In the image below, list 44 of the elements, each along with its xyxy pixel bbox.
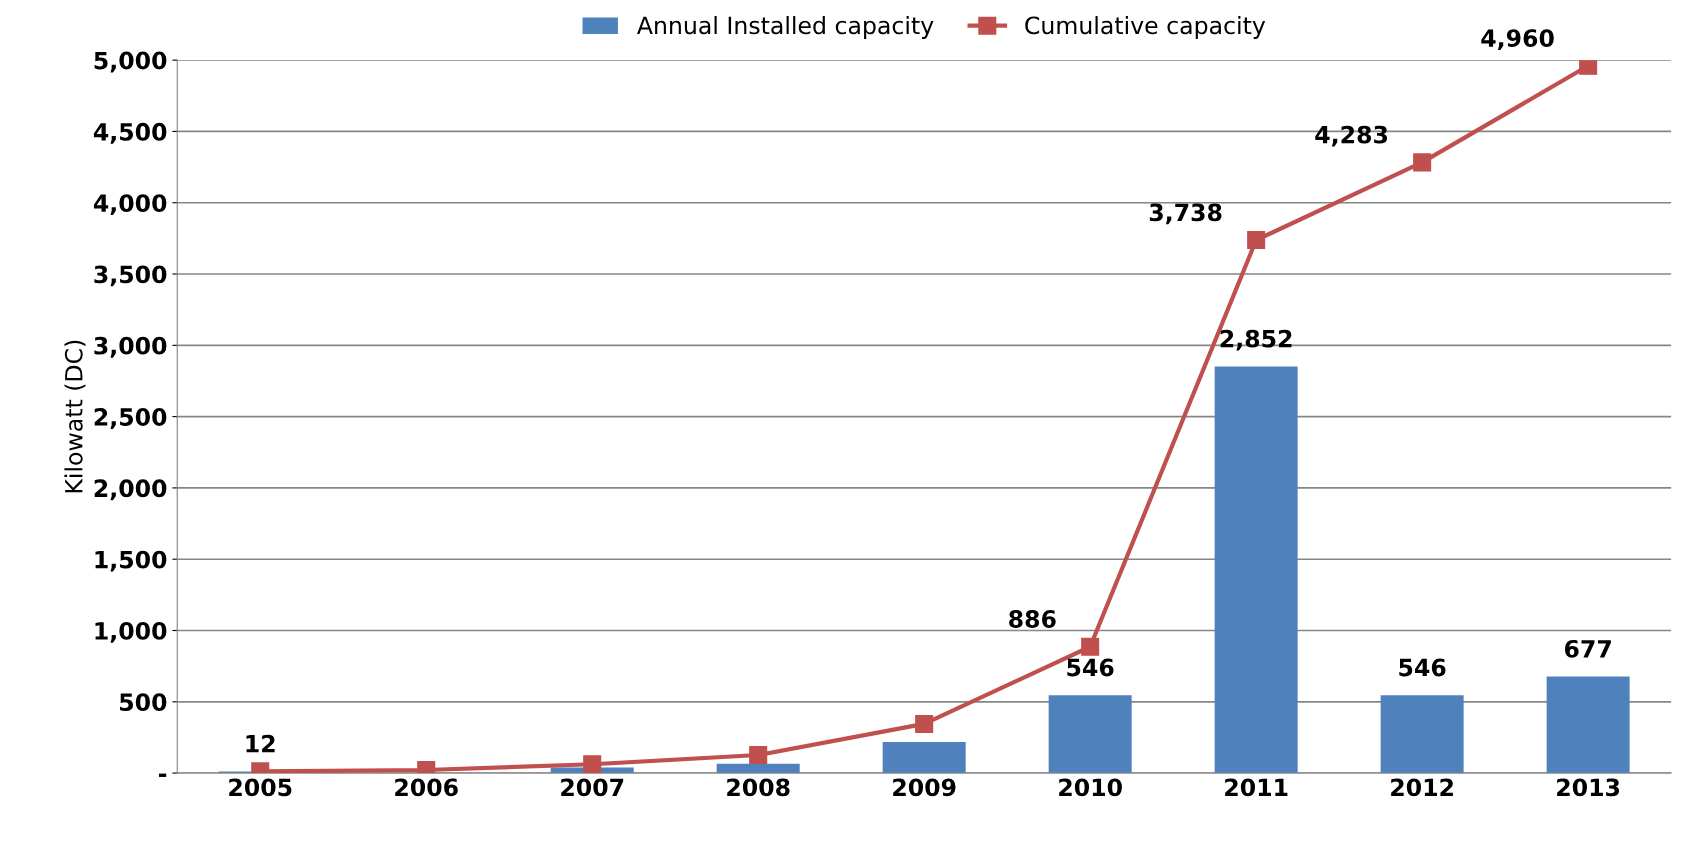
- x-tick-label: 2006: [395, 778, 458, 797]
- point: [915, 714, 934, 733]
- data-label: 546: [1067, 658, 1114, 677]
- y-axis-title: Kilowatt (DC): [64, 340, 86, 493]
- data-label: 4,960: [1481, 29, 1554, 51]
- point: [1579, 60, 1598, 75]
- y-tick-label: 4,500: [93, 122, 167, 144]
- point: [583, 755, 602, 774]
- x-tick-label: 2011: [1225, 778, 1288, 797]
- data-label: 4,283: [1315, 125, 1388, 147]
- y-tick-label: 3,500: [94, 265, 167, 287]
- data-label: 12: [246, 734, 275, 753]
- data-label: 2,852: [1220, 329, 1292, 351]
- x-tick-label: 2005: [229, 778, 292, 797]
- y-tick-label: 2,500: [94, 408, 167, 429]
- y-tick-label: 4,000: [93, 194, 167, 216]
- x-tick-label: 2008: [727, 778, 790, 797]
- point: [1247, 231, 1266, 250]
- legend-label: Annual Installed capacity: [637, 16, 934, 39]
- y-tick-label: 500: [120, 693, 167, 712]
- bar: [882, 742, 966, 774]
- data-label: 886: [1009, 610, 1056, 628]
- data-label: 546: [1399, 658, 1446, 677]
- y-tick-label: 3,000: [94, 336, 167, 358]
- x-tick-label: 2007: [561, 778, 624, 797]
- bar: [1048, 695, 1132, 774]
- bar: [1214, 366, 1298, 774]
- y-tick-label: 1,500: [95, 550, 167, 572]
- x-tick-label: 2009: [893, 778, 956, 797]
- point: [1081, 637, 1100, 656]
- y-tick-label: 1,000: [95, 621, 167, 643]
- legend-label: Cumulative capacity: [1025, 16, 1266, 39]
- y-tick-label: -: [159, 773, 167, 777]
- point: [749, 745, 768, 765]
- y-tick-label: 5,000: [94, 51, 167, 73]
- bar: [1380, 695, 1464, 774]
- bar: [1546, 676, 1630, 774]
- point: [1413, 153, 1432, 172]
- data-label: 3,738: [1149, 203, 1222, 225]
- data-label: 677: [1564, 639, 1611, 658]
- x-tick-label: 2010: [1059, 778, 1122, 797]
- y-tick-label: 2,000: [94, 479, 167, 501]
- x-tick-label: 2013: [1557, 778, 1620, 797]
- x-tick-label: 2012: [1391, 778, 1453, 797]
